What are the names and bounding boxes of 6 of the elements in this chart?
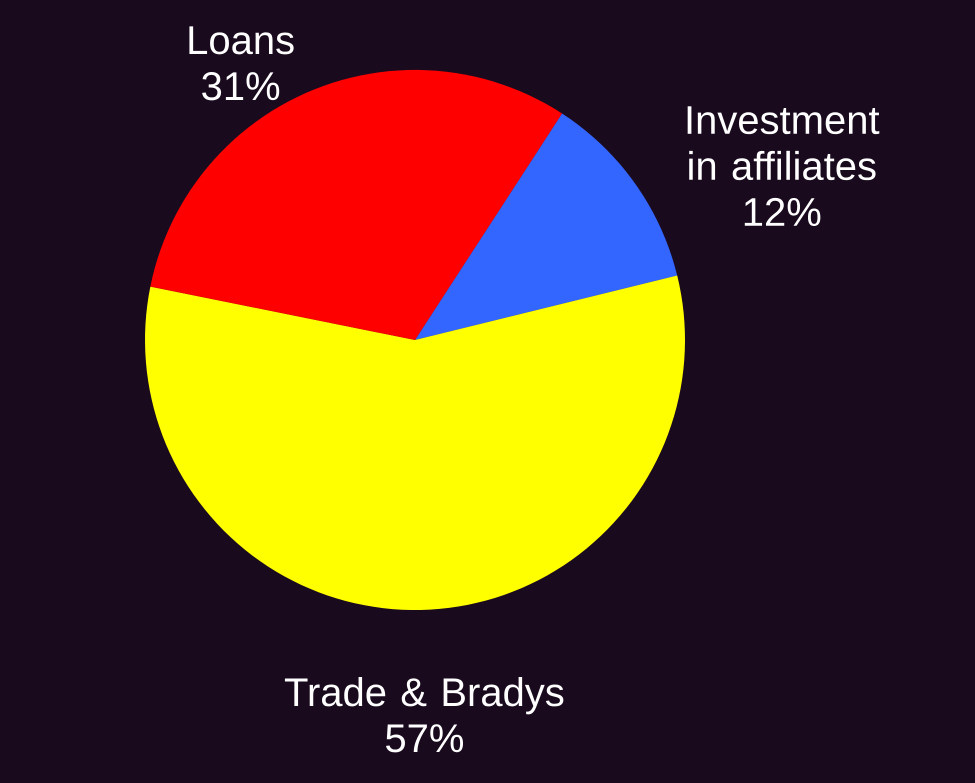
slice-label: Trade & Bradys <box>284 677 564 714</box>
slice-label: Loans <box>189 26 294 54</box>
data-label: 12% <box>744 198 820 226</box>
slice-label: Investment in affiliates <box>688 106 880 180</box>
data-label: 31% <box>202 72 280 100</box>
data-label: 57% <box>386 724 464 752</box>
